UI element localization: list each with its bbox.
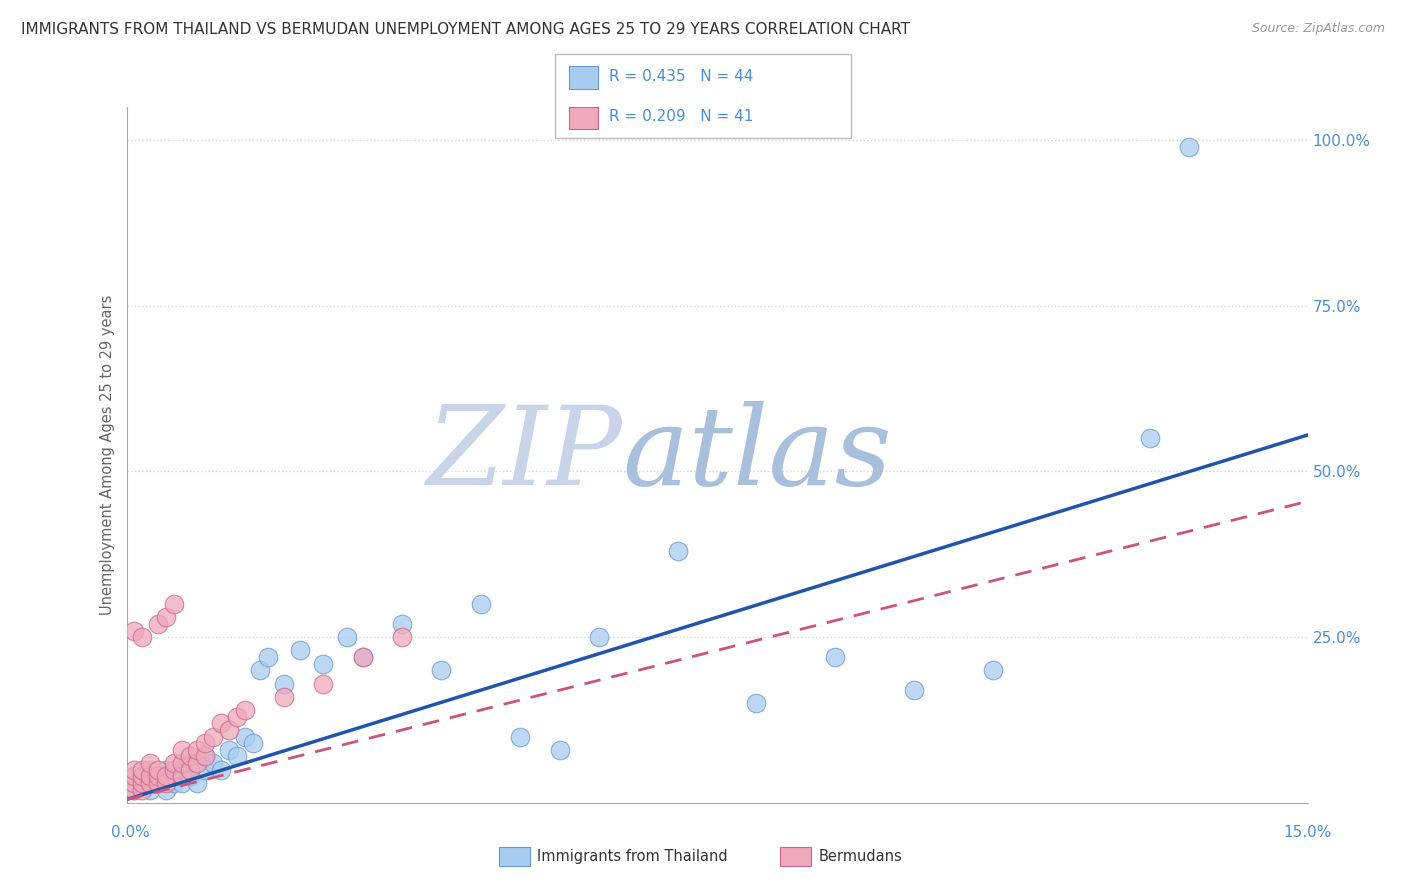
Point: [131, 630, 153, 644]
Point: [155, 776, 177, 790]
Point: [194, 749, 217, 764]
Point: [745, 697, 768, 711]
Point: [163, 756, 186, 770]
Text: atlas: atlas: [623, 401, 893, 508]
Point: [312, 676, 335, 690]
Point: [186, 776, 208, 790]
Point: [131, 776, 153, 790]
Point: [170, 743, 193, 757]
Point: [155, 769, 177, 783]
Text: IMMIGRANTS FROM THAILAND VS BERMUDAN UNEMPLOYMENT AMONG AGES 25 TO 29 YEARS CORR: IMMIGRANTS FROM THAILAND VS BERMUDAN UNE…: [21, 22, 910, 37]
Text: ZIP: ZIP: [426, 401, 623, 508]
Text: Source: ZipAtlas.com: Source: ZipAtlas.com: [1251, 22, 1385, 36]
Point: [170, 756, 193, 770]
Point: [903, 683, 925, 698]
Point: [170, 763, 193, 777]
Point: [163, 769, 186, 783]
Point: [124, 624, 146, 638]
Point: [1178, 140, 1201, 154]
Y-axis label: Unemployment Among Ages 25 to 29 years: Unemployment Among Ages 25 to 29 years: [100, 294, 115, 615]
Point: [146, 616, 169, 631]
Point: [202, 756, 225, 770]
Point: [548, 743, 571, 757]
Point: [131, 763, 153, 777]
Point: [131, 782, 153, 797]
Point: [588, 630, 610, 644]
Text: R = 0.435   N = 44: R = 0.435 N = 44: [609, 69, 754, 84]
Point: [186, 743, 208, 757]
Text: R = 0.209   N = 41: R = 0.209 N = 41: [609, 110, 754, 124]
Point: [179, 749, 201, 764]
Point: [391, 616, 413, 631]
Point: [155, 782, 177, 797]
Point: [124, 769, 146, 783]
Point: [186, 756, 208, 770]
Point: [124, 782, 146, 797]
Point: [139, 782, 162, 797]
Point: [131, 769, 153, 783]
Point: [146, 776, 169, 790]
Point: [155, 610, 177, 624]
Point: [981, 663, 1004, 677]
Point: [218, 723, 240, 737]
Point: [509, 730, 531, 744]
Point: [124, 782, 146, 797]
Point: [146, 776, 169, 790]
Point: [430, 663, 453, 677]
Point: [131, 776, 153, 790]
Text: 0.0%: 0.0%: [111, 825, 150, 840]
Point: [209, 763, 232, 777]
Point: [352, 650, 374, 665]
Point: [824, 650, 846, 665]
Point: [218, 743, 240, 757]
Point: [139, 763, 162, 777]
Point: [257, 650, 280, 665]
Point: [163, 597, 186, 611]
Point: [163, 763, 186, 777]
Point: [225, 749, 247, 764]
Point: [352, 650, 374, 665]
Point: [470, 597, 492, 611]
Point: [131, 769, 153, 783]
Point: [146, 763, 169, 777]
Point: [170, 776, 193, 790]
Point: [273, 690, 295, 704]
Point: [179, 769, 201, 783]
Point: [170, 769, 193, 783]
Point: [209, 716, 232, 731]
Text: 15.0%: 15.0%: [1284, 825, 1331, 840]
Point: [288, 643, 311, 657]
Text: Immigrants from Thailand: Immigrants from Thailand: [537, 849, 728, 863]
Text: Bermudans: Bermudans: [818, 849, 903, 863]
Point: [202, 730, 225, 744]
Point: [242, 736, 264, 750]
Point: [163, 776, 186, 790]
Point: [194, 763, 217, 777]
Point: [194, 749, 217, 764]
Point: [233, 730, 256, 744]
Point: [249, 663, 271, 677]
Point: [155, 763, 177, 777]
Point: [194, 736, 217, 750]
Point: [124, 763, 146, 777]
Point: [179, 763, 201, 777]
Point: [312, 657, 335, 671]
Point: [139, 769, 162, 783]
Point: [225, 709, 247, 723]
Point: [233, 703, 256, 717]
Point: [179, 756, 201, 770]
Point: [146, 769, 169, 783]
Point: [146, 769, 169, 783]
Point: [124, 776, 146, 790]
Point: [273, 676, 295, 690]
Point: [391, 630, 413, 644]
Point: [1139, 431, 1161, 445]
Point: [139, 756, 162, 770]
Point: [666, 544, 689, 558]
Point: [139, 776, 162, 790]
Point: [336, 630, 359, 644]
